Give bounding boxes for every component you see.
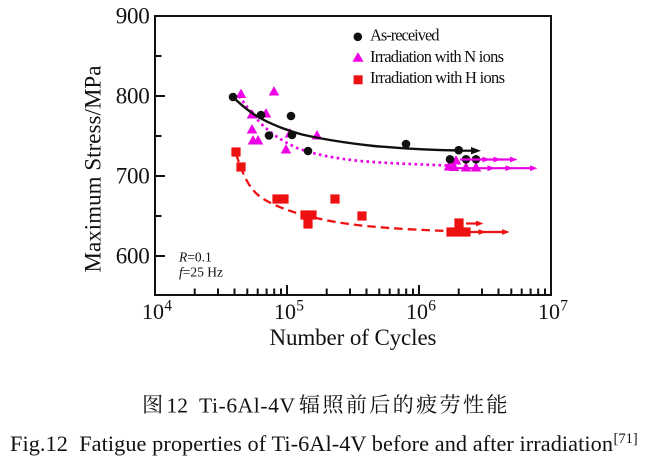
svg-text:600: 600 xyxy=(116,243,150,268)
svg-text:5: 5 xyxy=(296,297,304,314)
svg-text:Maximum Stress/MPa: Maximum Stress/MPa xyxy=(81,66,106,273)
svg-text:10: 10 xyxy=(538,299,560,324)
svg-text:As-received: As-received xyxy=(370,26,440,45)
svg-text:7: 7 xyxy=(560,297,568,314)
svg-text:900: 900 xyxy=(116,3,150,28)
svg-text:Irradiation with N ions: Irradiation with N ions xyxy=(370,47,504,66)
svg-text:6: 6 xyxy=(428,297,436,314)
svg-text:700: 700 xyxy=(116,163,150,188)
svg-text:f=25 Hz: f=25 Hz xyxy=(179,265,223,280)
svg-text:10: 10 xyxy=(274,299,296,324)
svg-text:10: 10 xyxy=(142,299,164,324)
svg-text:4: 4 xyxy=(164,297,172,314)
svg-text:Irradiation with H ions: Irradiation with H ions xyxy=(370,68,505,87)
svg-text:Number of Cycles: Number of Cycles xyxy=(270,325,437,350)
svg-text:800: 800 xyxy=(116,83,150,108)
svg-text:[71]: [71] xyxy=(614,431,638,447)
svg-text:Fig.12 Fatigue properties of: Fig.12 Fatigue properties of Ti-6Al-4V b… xyxy=(10,431,613,456)
svg-text:10: 10 xyxy=(406,299,428,324)
svg-text:12: 12 xyxy=(167,394,189,418)
svg-text:Ti-6Al-4V: Ti-6Al-4V xyxy=(199,394,295,418)
svg-text:R=0.1: R=0.1 xyxy=(178,250,212,265)
